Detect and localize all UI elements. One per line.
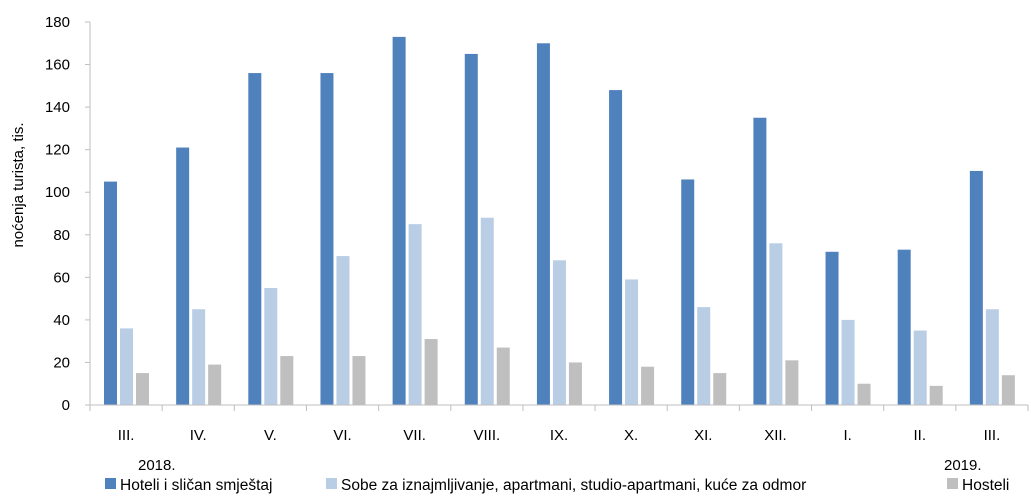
bar-series-3 [352, 356, 366, 405]
bar-series-1 [825, 251, 839, 405]
y-tick-label: 180 [45, 14, 70, 31]
y-tick-label: 20 [53, 354, 70, 371]
y-tick-label: 160 [45, 57, 70, 74]
x-tick-label: VI. [333, 427, 351, 444]
legend-label-2: Sobe za iznajmljivanje, apartmani, studi… [341, 477, 806, 494]
bar-series-2 [192, 309, 206, 405]
x-tick-label: VIII. [474, 427, 501, 444]
y-axis-title: noćenja turista, tis. [10, 122, 27, 247]
bar-series-2 [913, 330, 927, 405]
bar-series-1 [176, 147, 190, 406]
bar-series-3 [280, 356, 294, 405]
y-tick-label: 0 [62, 397, 70, 414]
y-tick-label: 40 [53, 312, 70, 329]
bar-series-2 [336, 256, 350, 405]
y-tick-label: 80 [53, 227, 70, 244]
bar-series-1 [320, 73, 334, 406]
x-tick-label: II. [914, 427, 927, 444]
bar-series-1 [248, 73, 262, 406]
y-tick-label: 60 [53, 269, 70, 286]
legend-swatch-3 [947, 478, 958, 489]
x-tick-label: XI. [694, 427, 712, 444]
x-axis: III. IV. V. VI. VII. VIII. IX. X. XI. XII. I. II. II… [89, 405, 1029, 444]
legend-swatch-1 [105, 478, 116, 489]
bar-series-1 [681, 179, 695, 405]
x-tick-label: IX. [550, 427, 568, 444]
bar-series-3 [929, 385, 943, 405]
x-tick-label: V. [264, 427, 277, 444]
bar-series-1 [609, 90, 623, 405]
x-tick-label: I. [843, 427, 851, 444]
bar-series-2 [120, 328, 133, 405]
bar-series-1 [392, 36, 406, 406]
x-tick-label: XII. [764, 427, 787, 444]
bar-series-2 [408, 224, 422, 405]
bar-series-3 [857, 383, 871, 405]
bar-series-1 [464, 53, 478, 406]
bar-series-3 [136, 373, 149, 405]
legend-swatch-2 [326, 478, 337, 489]
y-axis-label: noćenja turista, tis. [10, 122, 27, 247]
bar-series-2 [697, 307, 711, 405]
bar-series-3 [568, 362, 582, 405]
plot-area [104, 36, 1015, 406]
bar-series-2 [985, 309, 999, 405]
bar-series-1 [104, 181, 117, 405]
bar-series-2 [769, 243, 783, 405]
bar-series-1 [897, 249, 911, 405]
legend-label-3: Hosteli [962, 477, 1009, 494]
bar-series-1 [753, 117, 767, 405]
y-tick-label: 100 [45, 184, 70, 201]
x-tick-label: VII. [403, 427, 426, 444]
bar-series-1 [969, 170, 983, 405]
y-tick-label: 120 [45, 142, 70, 159]
x-tick-label: III. [118, 427, 135, 444]
bar-series-2 [480, 217, 494, 405]
bar-series-3 [641, 366, 655, 405]
bar-series-3 [424, 339, 438, 405]
year-label-end: 2019. [944, 457, 982, 474]
y-axis: 0 20 40 60 80 100 120 140 160 180 [45, 14, 90, 414]
bar-series-3 [713, 373, 727, 405]
bar-series-2 [625, 279, 639, 405]
y-tick-label: 140 [45, 99, 70, 116]
x-tick-label: IV. [190, 427, 207, 444]
bar-series-3 [496, 347, 510, 405]
bar-series-3 [208, 364, 222, 405]
x-tick-label: X. [624, 427, 638, 444]
bar-series-2 [841, 319, 855, 405]
legend-label-1: Hoteli i sličan smještaj [120, 477, 272, 494]
legend: Hoteli i sličan smještaj Sobe za iznajmlj… [105, 477, 1009, 494]
bar-series-3 [1001, 375, 1015, 405]
x-tick-label: III. [984, 427, 1001, 444]
year-label-start: 2018. [138, 457, 176, 474]
bar-series-3 [785, 360, 799, 405]
bar-series-2 [264, 287, 278, 405]
bar-series-2 [552, 260, 566, 405]
bar-series-1 [536, 43, 550, 406]
